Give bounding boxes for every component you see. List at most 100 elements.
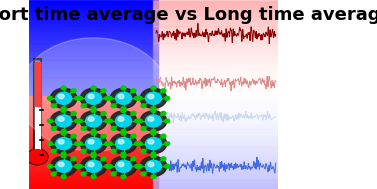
- Bar: [29, 9, 158, 10]
- Bar: [153, 85, 278, 86]
- Circle shape: [121, 86, 126, 90]
- Bar: [29, 57, 158, 58]
- Bar: [29, 42, 158, 43]
- Bar: [29, 131, 158, 132]
- Circle shape: [105, 96, 110, 100]
- Bar: [153, 150, 278, 151]
- Circle shape: [141, 127, 146, 130]
- Circle shape: [140, 156, 167, 176]
- Bar: [153, 93, 278, 94]
- Bar: [153, 92, 278, 93]
- Bar: [29, 173, 158, 174]
- Bar: [153, 94, 278, 95]
- Circle shape: [51, 111, 77, 131]
- Circle shape: [86, 160, 101, 172]
- Bar: [153, 113, 278, 114]
- Bar: [29, 21, 158, 22]
- Circle shape: [58, 117, 64, 121]
- Bar: [153, 156, 278, 157]
- Circle shape: [101, 112, 106, 115]
- Bar: [29, 132, 158, 133]
- Bar: [29, 51, 158, 52]
- Bar: [153, 13, 278, 14]
- Circle shape: [71, 89, 76, 93]
- Bar: [29, 178, 158, 179]
- Bar: [153, 47, 278, 48]
- Bar: [153, 14, 278, 15]
- Bar: [153, 148, 278, 149]
- Circle shape: [151, 129, 156, 133]
- Bar: [153, 127, 278, 128]
- Bar: [29, 125, 158, 126]
- Bar: [153, 21, 278, 22]
- Circle shape: [121, 129, 126, 133]
- Circle shape: [81, 172, 86, 176]
- Circle shape: [111, 172, 116, 176]
- Bar: [29, 58, 158, 59]
- Circle shape: [121, 175, 126, 179]
- Circle shape: [80, 134, 107, 154]
- Circle shape: [121, 107, 126, 111]
- Bar: [153, 0, 278, 1]
- Circle shape: [81, 127, 86, 130]
- Bar: [29, 74, 158, 75]
- Bar: [153, 117, 278, 118]
- Bar: [153, 187, 278, 188]
- Bar: [29, 136, 158, 137]
- Circle shape: [91, 175, 96, 179]
- Bar: [29, 114, 158, 115]
- Circle shape: [81, 149, 86, 153]
- Bar: [153, 66, 278, 67]
- Bar: [29, 183, 158, 184]
- Bar: [29, 52, 158, 53]
- Bar: [29, 157, 158, 158]
- Bar: [29, 106, 158, 107]
- Bar: [153, 146, 278, 147]
- Bar: [153, 7, 278, 8]
- Bar: [153, 143, 278, 144]
- Circle shape: [86, 92, 101, 104]
- Circle shape: [107, 164, 112, 168]
- Bar: [153, 151, 278, 152]
- Circle shape: [71, 134, 76, 138]
- Bar: [29, 75, 158, 76]
- Bar: [29, 96, 158, 97]
- Bar: [29, 127, 158, 128]
- Bar: [153, 31, 278, 32]
- Bar: [29, 22, 158, 23]
- Bar: [153, 48, 278, 49]
- Bar: [153, 124, 278, 125]
- Circle shape: [101, 89, 106, 93]
- Bar: [29, 92, 158, 93]
- Bar: [29, 151, 158, 152]
- Bar: [29, 28, 158, 29]
- Circle shape: [131, 89, 136, 93]
- Bar: [29, 16, 158, 17]
- Circle shape: [140, 111, 167, 131]
- Bar: [153, 121, 278, 122]
- Bar: [153, 5, 278, 6]
- Bar: [29, 116, 158, 117]
- Bar: [29, 143, 158, 144]
- Bar: [153, 136, 278, 137]
- Bar: [29, 117, 158, 118]
- Bar: [153, 81, 278, 82]
- Bar: [29, 27, 158, 28]
- Bar: [29, 188, 158, 189]
- Bar: [153, 123, 278, 124]
- Bar: [153, 46, 278, 47]
- Bar: [153, 106, 278, 107]
- Bar: [153, 95, 278, 96]
- Bar: [29, 54, 158, 55]
- Circle shape: [165, 142, 170, 146]
- Circle shape: [115, 160, 132, 172]
- Bar: [29, 11, 158, 12]
- Bar: [153, 114, 278, 115]
- Circle shape: [161, 134, 166, 138]
- Circle shape: [105, 119, 110, 123]
- Bar: [29, 70, 158, 71]
- Circle shape: [110, 156, 137, 176]
- Bar: [29, 73, 158, 74]
- Circle shape: [61, 175, 66, 179]
- Bar: [153, 158, 278, 159]
